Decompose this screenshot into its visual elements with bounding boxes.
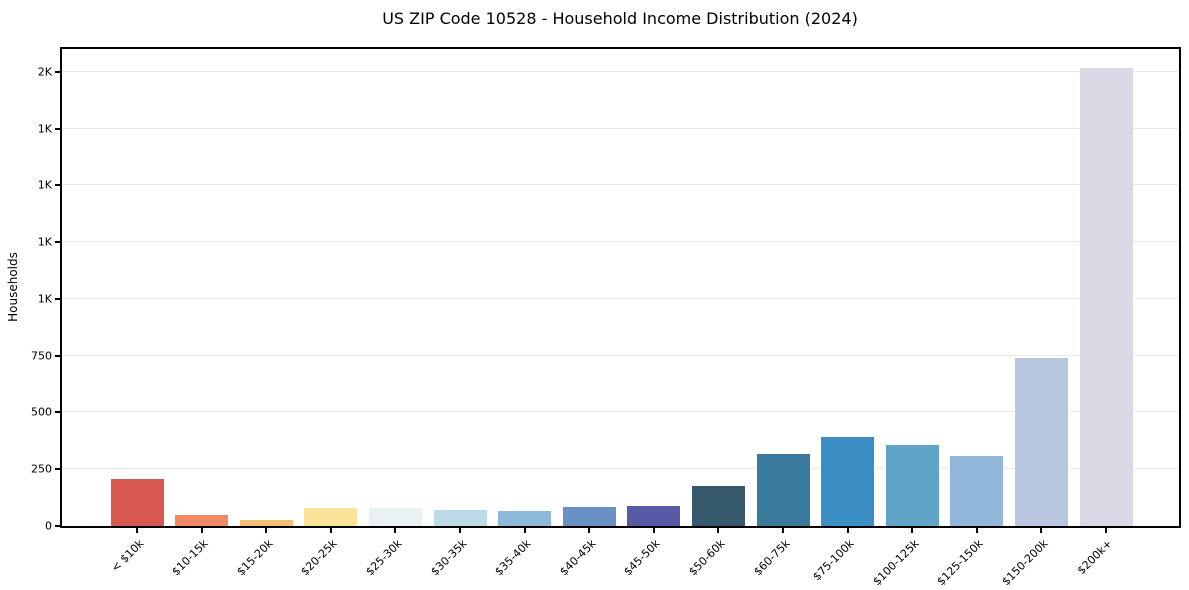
bar-9	[691, 486, 745, 526]
x-tick-mark	[1040, 528, 1043, 533]
y-tick-label: 1K	[37, 122, 52, 135]
x-tick-label: $100-125k	[870, 537, 922, 589]
x-tick-label: $15-20k	[234, 537, 276, 579]
x-tick-label: $30-35k	[427, 537, 470, 579]
bar-0	[110, 479, 164, 526]
y-tick-mark	[55, 297, 60, 300]
bar-5	[433, 509, 487, 526]
x-tick-mark	[523, 528, 526, 533]
bar-1	[175, 515, 229, 526]
x-tick-label: $10-15k	[169, 537, 211, 579]
gridline	[62, 297, 1179, 299]
y-tick-label: 250	[31, 462, 52, 476]
bar-4	[368, 507, 422, 526]
gridline	[62, 184, 1179, 186]
bar-8	[627, 506, 681, 526]
x-tick-mark	[265, 528, 268, 533]
x-tick-mark	[652, 528, 655, 533]
x-tick-mark	[329, 528, 332, 533]
x-tick-mark	[717, 528, 720, 533]
x-tick-label: $75-100k	[810, 537, 857, 584]
bar-6	[498, 510, 552, 526]
bar-7	[562, 507, 616, 526]
bar-12	[885, 445, 939, 526]
x-tick-label: $25-30k	[363, 537, 405, 579]
bar-2	[239, 519, 293, 526]
bar-3	[304, 507, 358, 526]
x-tick-label: < $10k	[108, 537, 147, 575]
gridline	[62, 411, 1179, 413]
x-tick-label: $20-25k	[298, 537, 340, 579]
bar-15	[1079, 68, 1133, 526]
bar-10	[756, 453, 810, 526]
x-tick-mark	[200, 528, 203, 533]
x-tick-label: $35-40k	[492, 537, 534, 579]
x-tick-mark	[588, 528, 591, 533]
y-tick-mark	[55, 525, 60, 527]
gridline	[62, 241, 1179, 243]
gridline	[62, 354, 1179, 356]
bar-11	[821, 437, 875, 526]
y-tick-mark	[55, 70, 60, 73]
x-tick-label: $125-150k	[934, 537, 986, 589]
x-tick-mark	[1105, 528, 1107, 533]
y-tick-label: 0	[45, 519, 52, 533]
x-tick-mark	[394, 528, 397, 533]
y-tick-mark	[55, 411, 60, 414]
x-tick-mark	[975, 528, 978, 533]
x-tick-label: $50-60k	[686, 537, 728, 579]
y-tick-mark	[55, 468, 60, 471]
y-tick-mark	[55, 241, 60, 244]
y-tick-label: 1K	[37, 292, 52, 306]
bar-13	[950, 455, 1004, 526]
y-tick-mark	[55, 354, 60, 357]
x-tick-label: $60-75k	[750, 537, 793, 579]
plot-area	[60, 47, 1181, 528]
y-tick-label: 2K	[37, 65, 52, 79]
chart-title: US ZIP Code 10528 - Household Income Dis…	[382, 9, 858, 28]
gridline	[62, 127, 1179, 129]
x-tick-mark	[911, 528, 914, 533]
x-tick-mark	[782, 528, 784, 533]
y-tick-mark	[55, 184, 60, 187]
y-tick-label: 1K	[37, 235, 52, 249]
y-tick-label: 750	[31, 349, 52, 363]
y-tick-label: 1K	[37, 178, 52, 192]
x-tick-label: $200k+	[1075, 537, 1116, 578]
x-tick-label: $150-200k	[999, 537, 1051, 589]
x-tick-mark	[846, 528, 849, 533]
y-tick-mark	[55, 127, 60, 130]
bar-14	[1014, 357, 1068, 526]
gridline	[62, 70, 1179, 72]
x-tick-label: $40-45k	[557, 537, 599, 579]
x-tick-mark	[459, 528, 461, 533]
gridline	[62, 468, 1179, 470]
x-tick-label: $45-50k	[621, 537, 663, 579]
y-tick-label: 500	[31, 405, 52, 419]
x-tick-mark	[136, 528, 138, 533]
y-axis-label: Households	[6, 252, 20, 322]
